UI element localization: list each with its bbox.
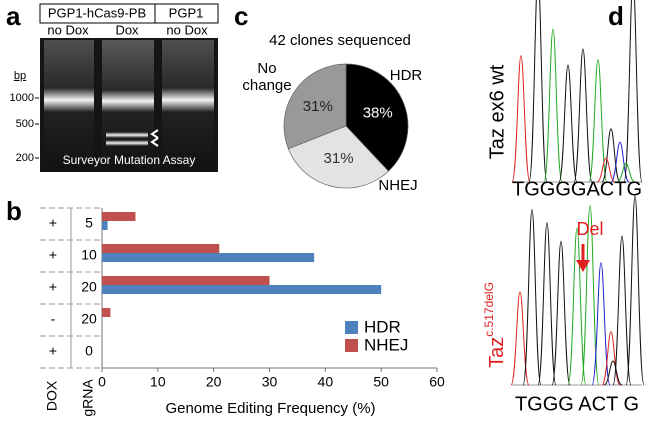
x-tick-label: 0 (98, 374, 106, 390)
trace-peak (522, 208, 542, 386)
pie-slice-label: HDR (390, 67, 423, 84)
chromatograms (510, 0, 645, 386)
bar (102, 212, 136, 221)
x-tick-label: 30 (262, 374, 278, 390)
bar (102, 253, 315, 262)
gel-band (106, 132, 148, 138)
size-marker: 1000 (10, 92, 34, 104)
trace-peak (603, 360, 623, 386)
trace-peak (558, 64, 578, 183)
panel-label: b (6, 196, 22, 226)
trace-peak (596, 157, 616, 183)
gel-band (102, 90, 154, 112)
trace-peak (537, 222, 557, 386)
size-unit: bp (14, 70, 26, 82)
trace-peak (601, 128, 621, 183)
trace-label-base: Taz (486, 337, 508, 368)
pie-slice (345, 63, 409, 172)
trace-peak (625, 195, 645, 386)
gel-band (162, 88, 214, 112)
trace-peak (528, 0, 548, 183)
trace-peak (588, 59, 608, 183)
size-tick (35, 97, 39, 159)
x-tick-label: 20 (206, 374, 222, 390)
annotation: Del (576, 219, 603, 239)
lane-group-label: PGP1 (169, 5, 204, 20)
pie-slice-label: NHEJ (378, 177, 417, 194)
trace-label: Tazc.517delG (482, 282, 508, 368)
gel-band (44, 88, 94, 112)
y-tick-label: 20 (81, 311, 97, 327)
pie-value-label: 38% (363, 104, 393, 121)
chart-title: 42 clones sequenced (269, 32, 411, 49)
lane-label: no Dox (166, 22, 208, 37)
legend-label: NHEJ (364, 335, 408, 354)
panel-label: a (6, 1, 21, 31)
trace-peak (573, 48, 593, 183)
dox-label: + (49, 279, 57, 295)
gel-caption: Surveyor Mutation Assay (63, 153, 196, 167)
sequence: TGGGGACTG (512, 178, 642, 200)
bar (102, 308, 111, 317)
trace-peak (511, 55, 531, 183)
arrow-head (576, 260, 590, 272)
y-tick-label: 5 (85, 215, 93, 231)
x-tick-label: 10 (150, 374, 166, 390)
x-tick-label: 50 (373, 374, 389, 390)
band-arrow (150, 129, 159, 147)
bar (102, 221, 108, 230)
pie-slice-label: No change (242, 60, 292, 94)
trace-peak (567, 227, 587, 386)
trace-peak (543, 28, 563, 183)
pie-value-label: 31% (324, 150, 354, 167)
panel-label: c (234, 1, 248, 31)
y-tick-label: 10 (81, 247, 97, 263)
bar (102, 244, 220, 253)
lane-label: no Dox (47, 22, 89, 37)
x-tick-label: 60 (429, 374, 445, 390)
legend-swatch (345, 321, 358, 334)
trace-peak (616, 162, 636, 183)
bar (102, 285, 382, 294)
sequence: TGGG ACT G (515, 393, 639, 415)
y-tick-label: 20 (81, 279, 97, 295)
dox-label: + (49, 343, 57, 359)
column-header: DOX (44, 380, 60, 411)
x-axis-label: Genome Editing Frequency (%) (165, 400, 375, 417)
pie-slice (283, 63, 347, 150)
bar (102, 276, 270, 285)
lane-group-box (154, 3, 219, 24)
dox-label: - (51, 311, 56, 327)
trace-peak (612, 235, 632, 386)
dox-label: + (49, 247, 57, 263)
panel-label: d (608, 1, 624, 31)
trace-label: Taz ex6 wt (486, 64, 508, 159)
size-marker: 200 (16, 152, 34, 164)
lane-label: Dox (115, 22, 139, 37)
legend-swatch (345, 339, 358, 352)
x-tick-label: 40 (318, 374, 334, 390)
lane-group-label: PGP1-hCas9-PB (48, 5, 146, 20)
trace-peak (580, 204, 600, 386)
column-header: gRNA (80, 379, 96, 417)
pie-slice (287, 125, 389, 189)
size-marker: 500 (16, 118, 34, 130)
trace-peak (591, 262, 611, 386)
trace-peak (551, 240, 571, 386)
trace-peak (510, 291, 530, 386)
trace-peak (623, 0, 643, 183)
trace-label-superscript: c.517delG (482, 282, 496, 337)
gel-band (106, 140, 148, 146)
pie-value-label: 31% (303, 98, 333, 115)
dox-label: + (49, 215, 57, 231)
y-tick-label: 0 (85, 343, 93, 359)
legend-label: HDR (364, 317, 401, 336)
